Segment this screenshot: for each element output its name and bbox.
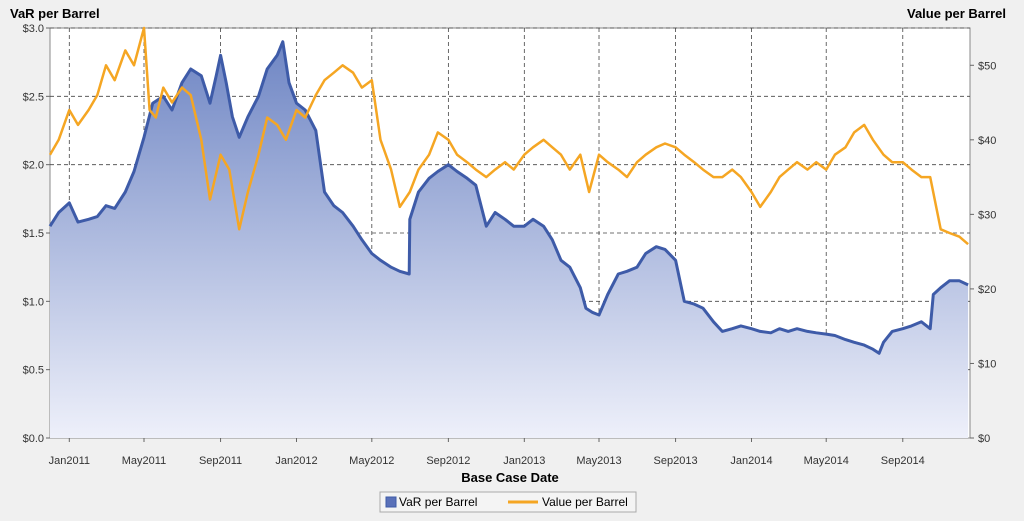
- x-tick-label: May2011: [122, 455, 166, 467]
- y-right-tick-label: $20: [978, 284, 996, 296]
- x-tick-label: Jan2013: [503, 455, 545, 467]
- x-tick-label: May2013: [576, 455, 621, 467]
- y-left-tick-label: $1.0: [23, 296, 44, 308]
- x-tick-label: Sep2011: [199, 455, 242, 467]
- x-tick-label: Jan2012: [275, 455, 317, 467]
- x-tick-label: Sep2012: [426, 455, 470, 467]
- x-axis-title: Base Case Date: [461, 470, 559, 485]
- var-area: [50, 41, 969, 438]
- x-tick-label: Sep2013: [654, 455, 698, 467]
- y-right-tick-label: $0: [978, 433, 990, 445]
- left-axis-title: VaR per Barrel: [10, 6, 100, 21]
- x-tick-label: May2012: [349, 455, 394, 467]
- x-tick-label: Jan2011: [49, 455, 90, 467]
- var-line: [48, 40, 969, 355]
- y-right-tick-label: $40: [978, 135, 996, 147]
- y-right-tick-label: $30: [978, 209, 996, 221]
- y-left-tick-label: $2.0: [23, 160, 44, 172]
- y-right-tick-label: $50: [978, 60, 996, 72]
- legend-label-var: VaR per Barrel: [399, 495, 477, 509]
- value-line: [48, 26, 969, 246]
- y-left-tick-label: $2.5: [23, 91, 44, 103]
- y-left-tick-label: $0.0: [23, 433, 44, 445]
- legend-swatch-var: [385, 496, 397, 508]
- x-tick-label: Jan2014: [730, 455, 772, 467]
- series-lines: [48, 26, 969, 355]
- legend: VaR per Barrel Value per Barrel: [379, 491, 637, 513]
- x-tick-label: Sep2014: [881, 455, 925, 467]
- right-axis-title: Value per Barrel: [907, 6, 1006, 21]
- legend-label-value: Value per Barrel: [542, 495, 628, 509]
- axes: $0.0 $0.5 $1.0 $1.5 $2.0 $2.5 $3.0 $0 $10 $20 $30 $…: [23, 23, 997, 467]
- y-left-tick-label: $3.0: [23, 23, 44, 35]
- var-area-fill: [50, 41, 969, 438]
- y-left-tick-label: $0.5: [23, 365, 44, 377]
- x-tick-label: May2014: [804, 455, 849, 467]
- y-left-tick-label: $1.5: [23, 228, 44, 240]
- y-right-tick-label: $10: [978, 358, 996, 370]
